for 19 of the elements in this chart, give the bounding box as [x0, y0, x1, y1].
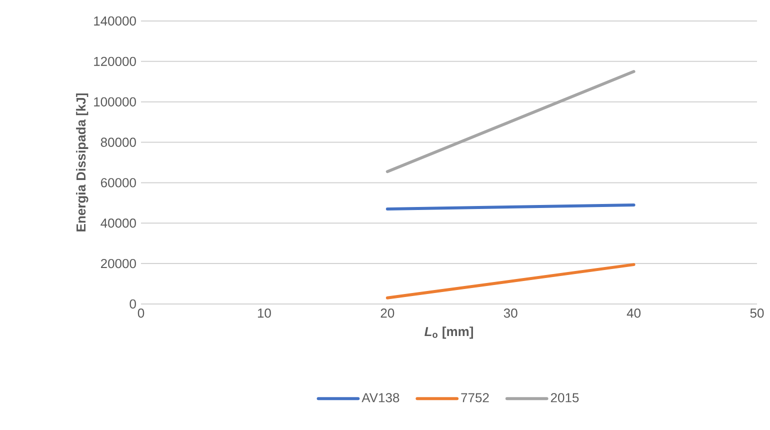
y-tick-label: 140000: [94, 16, 136, 26]
y-axis-title: Energia Dissipada [kJ]: [76, 94, 88, 232]
legend-label: AV138: [362, 393, 400, 402]
y-tick-label: 20000: [100, 258, 136, 268]
legend-label: 7752: [461, 393, 489, 402]
x-tick-label: 0: [138, 308, 144, 318]
x-tick-label: 50: [750, 308, 764, 318]
x-tick-label: 40: [626, 308, 641, 318]
x-tick-label: 10: [258, 308, 271, 318]
x-axis-title: L$_{o}$ [mm]: [424, 326, 473, 339]
legend-label: 2015: [550, 393, 579, 402]
y-tick-label: 120000: [94, 56, 136, 66]
y-tick-label: 60000: [100, 178, 136, 188]
y-tick-label: 0: [130, 299, 136, 309]
y-tick-label: 100000: [94, 97, 136, 106]
x-tick-label: 20: [380, 308, 394, 318]
y-tick-label: 40000: [100, 218, 136, 228]
x-tick-label: 30: [504, 308, 518, 318]
y-tick-label: 80000: [100, 138, 136, 147]
